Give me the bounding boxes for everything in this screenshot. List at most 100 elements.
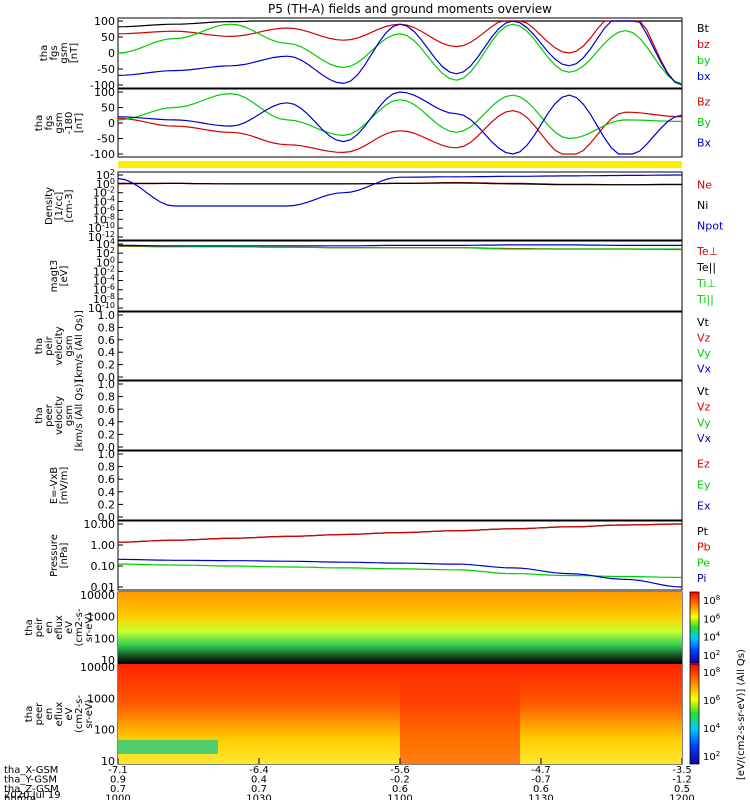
legend-entry: Ne: [697, 178, 712, 191]
y-axis-label: eflux: [54, 702, 65, 727]
x-tick-label: -0.7: [531, 775, 551, 786]
x-tick-label: 1200: [669, 794, 694, 800]
panel-frame: [117, 450, 683, 521]
series-line-bz: [117, 20, 683, 86]
series-line-Ni: [118, 182, 682, 186]
y-tick-label: 10-12: [88, 230, 115, 244]
colorbar-tick-label: 108: [703, 594, 720, 607]
series-group-pressure: [117, 523, 683, 588]
y-tick-label: 0.2: [98, 359, 116, 372]
legend-entry: bx: [697, 70, 711, 83]
legend-entry: Pb: [697, 541, 711, 554]
y-tick-label: 0.6: [98, 334, 116, 347]
x-tick-label: 0.7: [251, 784, 267, 795]
x-tick-label: 0.5: [674, 784, 690, 795]
panel-frame: [117, 380, 683, 451]
y-tick-label: 100: [94, 15, 115, 28]
y-axis-label: peir: [44, 335, 55, 355]
panel-peer_vel: 1.00.80.60.40.20.0 tha peer velocity gsm [km/…: [34, 378, 712, 454]
y-tick-label: 0.0: [98, 441, 116, 454]
y-tick-label: 100: [94, 86, 115, 99]
y-tick-label: 10-2: [93, 186, 115, 200]
y-tick-label: -100: [90, 148, 115, 161]
legend-entry: Pi: [697, 572, 706, 585]
y-tick-label: 102: [96, 246, 115, 260]
x-tick-label: 0.6: [392, 784, 408, 795]
y-axis-label: [1/cc]: [54, 192, 65, 221]
x-tick-label: 0.4: [251, 775, 267, 786]
panel-frame: [117, 311, 683, 381]
y-tick-label: 1.00: [91, 539, 116, 552]
series-line-Bx: [117, 91, 683, 155]
y-axis-label: eflux: [54, 615, 65, 640]
y-axis-label: gsm: [59, 42, 70, 63]
y-tick-label: 1.0: [98, 309, 116, 322]
y-tick-label: 50: [101, 102, 115, 115]
x-tick-label: 0.7: [110, 784, 126, 795]
y-axis-label: sr-eV): [84, 699, 95, 728]
y-tick-label: 0.0: [98, 371, 116, 384]
y-tick-label: 10-4: [93, 274, 115, 288]
y-axis-label: fgs: [44, 115, 55, 130]
series-line-Pi: [117, 558, 683, 588]
y-tick-label: 0.10: [91, 560, 116, 573]
x-tick-label: 1100: [387, 794, 412, 800]
legend-entry: Ti||: [696, 293, 714, 306]
y-axis-label: peer: [44, 403, 55, 427]
series-line-Bt: [117, 20, 682, 28]
series-group-temp: [118, 244, 682, 251]
y-axis-label: fgs: [49, 45, 60, 60]
series-line-Bz: [117, 109, 683, 155]
legend-entry: Pt: [697, 525, 709, 538]
x-tick-label: 1000: [105, 794, 130, 800]
legend-entry: By: [697, 116, 712, 129]
colorbar-tick-label: 106: [703, 694, 721, 707]
series-line-By: [117, 92, 682, 140]
y-axis-label: eV: [64, 707, 75, 720]
y-tick-label: 1000: [87, 692, 115, 705]
series-group-fgs: [117, 20, 683, 86]
y-tick-label: 0: [108, 47, 115, 60]
y-tick-label: 100: [94, 724, 115, 737]
y-axis-label: peer: [34, 702, 45, 726]
y-axis-label: Pressure: [49, 534, 60, 577]
legend-entry: Vx: [697, 362, 712, 375]
y-axis-label: E=-VxB: [49, 467, 60, 504]
y-tick-label: 10-2: [93, 264, 115, 278]
y-tick-label: 10-6: [93, 203, 115, 217]
series-line-bx: [117, 20, 683, 86]
legend-entry: Ni: [697, 199, 708, 212]
panel-peir_vel: 1.00.80.60.40.20.0 tha peir velocity gsm [km/…: [34, 309, 712, 384]
x-tick-label: -4.7: [531, 765, 551, 776]
panel-frame: [117, 240, 683, 312]
peir-spectrogram: [118, 592, 682, 663]
x-tick-label: -7.1: [108, 765, 128, 776]
y-axis-label: tha: [34, 338, 45, 354]
x-axis-date: 2020 Jul 19: [4, 790, 61, 800]
y-axis-label: gsm: [64, 335, 75, 356]
y-tick-label: 0.6: [98, 403, 116, 416]
y-axis-label: [mV/m]: [59, 467, 70, 505]
y-tick-label: 0.01: [91, 581, 116, 594]
y-axis-label: tha: [24, 619, 35, 635]
y-tick-label: 10.00: [84, 518, 116, 531]
y-tick-label: 0.6: [98, 473, 116, 486]
x-tick-label: -3.5: [672, 765, 692, 776]
colorbar-tick-label: 104: [703, 722, 721, 735]
series-line-Npot: [117, 174, 682, 207]
legend-entry: Bz: [697, 95, 711, 108]
y-axis-label: magt3: [49, 260, 60, 293]
legend-entry: Ti⊥: [696, 277, 716, 290]
y-axis-label: [nPa]: [59, 542, 70, 568]
y-axis-label: en: [44, 708, 55, 721]
legend-entry: Bx: [697, 137, 712, 150]
panel-frame: [117, 520, 683, 591]
y-axis-label: eV: [64, 621, 75, 634]
y-tick-label: 10-10: [88, 301, 115, 315]
y-axis-label: gsm: [64, 405, 75, 426]
y-axis-label: sr-eV): [84, 613, 95, 642]
y-axis-label: tha: [39, 45, 50, 61]
y-axis-label: (cm2-s-: [74, 695, 85, 733]
